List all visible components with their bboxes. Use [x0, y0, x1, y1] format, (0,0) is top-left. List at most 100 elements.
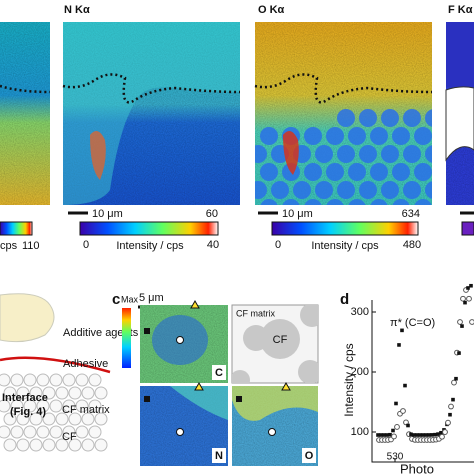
fiber — [49, 373, 63, 387]
panel-letter: c — [112, 291, 120, 308]
fiber — [88, 399, 102, 413]
fiber — [337, 181, 355, 199]
fiber — [16, 438, 30, 452]
colorbar — [122, 308, 131, 368]
additive-region — [0, 293, 55, 343]
map-title: N Kα — [64, 4, 90, 16]
fiber — [337, 145, 355, 163]
map-title: O Kα — [258, 4, 285, 16]
fiber — [348, 163, 366, 181]
fiber — [414, 199, 432, 205]
fiber — [23, 425, 37, 439]
schematic — [0, 293, 111, 452]
fiber — [392, 199, 410, 205]
fiber — [315, 145, 333, 163]
upper-region — [63, 22, 240, 205]
spectrum-point — [397, 343, 401, 347]
colorbar — [271, 221, 419, 236]
spectrum-point — [460, 324, 464, 328]
fiber — [3, 412, 17, 426]
fiber — [315, 181, 333, 199]
interface-ref: (Fig. 4) — [10, 406, 46, 418]
fiber — [42, 438, 56, 452]
fiber — [23, 373, 37, 387]
spectrum-point — [382, 433, 386, 437]
map-tag-label: O — [305, 450, 314, 462]
marker-square — [144, 396, 150, 402]
spectrum-point — [391, 428, 395, 433]
colorbar-min: 0 — [83, 239, 89, 251]
spectrum-point — [433, 432, 437, 437]
hot-spot — [90, 131, 106, 180]
x-axis-label: Photo — [400, 461, 434, 474]
spectrum-point — [415, 433, 419, 437]
f-upper — [446, 22, 474, 87]
fiber — [88, 373, 102, 387]
fiber — [370, 163, 388, 181]
high-region — [170, 386, 228, 420]
spectrum-point — [427, 433, 431, 437]
fiber — [36, 425, 50, 439]
fiber — [62, 399, 76, 413]
map-tag — [212, 365, 226, 380]
marker-triangle — [190, 299, 200, 309]
plot: 300 200 100 530 — [351, 283, 474, 463]
fiber — [359, 109, 377, 127]
schematic-label: CF matrix — [236, 308, 275, 318]
marker-square — [144, 328, 150, 334]
colorbar-top: 60 — [206, 208, 218, 220]
fiber — [81, 386, 95, 400]
spectrum-point — [403, 419, 409, 426]
fiber-grid — [0, 373, 108, 452]
fiber — [403, 109, 421, 127]
label: Adhesive — [63, 358, 108, 370]
colorbar — [461, 221, 474, 236]
fiber — [81, 438, 95, 452]
interface-label: Interface — [2, 392, 48, 404]
fiber — [298, 360, 318, 383]
fiber — [300, 305, 318, 327]
spectrum-point — [388, 432, 392, 437]
x-tick-label: 530 — [387, 452, 404, 463]
axes — [371, 300, 474, 463]
spectrum-point — [457, 319, 463, 325]
fiber — [304, 163, 322, 181]
y-axis-label: Intensity / cps — [342, 343, 356, 416]
fiber — [425, 109, 432, 127]
fiber — [403, 181, 421, 199]
fiber — [55, 438, 69, 452]
fiber — [75, 373, 89, 387]
spectrum-point — [424, 433, 428, 437]
y-tick-label: 100 — [351, 426, 369, 438]
map-tag-label: C — [215, 367, 223, 379]
fiber — [381, 181, 399, 199]
fiber — [348, 127, 366, 145]
colorbar-label: Intensity / cps — [311, 240, 379, 252]
spectrum-point — [409, 432, 413, 437]
scale-bar-label: 5 μm — [139, 292, 164, 304]
panel-letter: d — [340, 291, 349, 308]
fiber — [392, 127, 410, 145]
fiber — [403, 145, 421, 163]
colorbar — [0, 221, 33, 236]
fiber — [271, 181, 289, 199]
fiber — [326, 199, 344, 205]
fiber — [232, 370, 250, 383]
fiber — [49, 425, 63, 439]
fiber — [282, 199, 300, 205]
fiber — [29, 386, 43, 400]
fiber — [36, 373, 50, 387]
fiber — [55, 412, 69, 426]
spectrum-point — [394, 401, 398, 406]
spectrum-point — [466, 295, 472, 302]
schematic-fibers — [232, 305, 318, 383]
fiber — [10, 425, 24, 439]
fiber — [62, 425, 76, 439]
fiber — [414, 163, 432, 181]
colorbar-max: 110 — [22, 240, 40, 252]
fiber — [62, 373, 76, 387]
marker-circle — [268, 428, 276, 436]
fiber — [425, 145, 432, 163]
fiber — [29, 438, 43, 452]
